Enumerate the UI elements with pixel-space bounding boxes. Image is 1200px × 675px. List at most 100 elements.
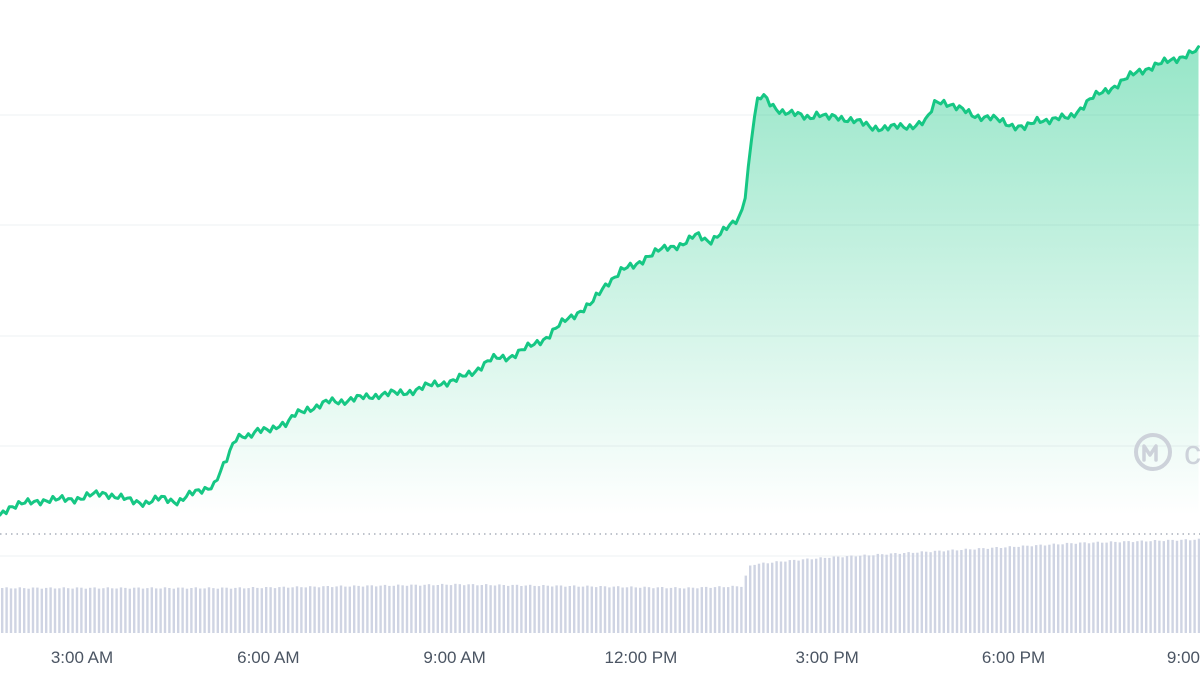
volume-bar xyxy=(146,588,149,633)
volume-bar xyxy=(507,585,510,633)
volume-bar xyxy=(194,587,197,633)
volume-bar xyxy=(181,587,184,633)
volume-bar xyxy=(1013,546,1016,633)
volume-bars xyxy=(1,538,1200,633)
volume-bar xyxy=(938,550,941,633)
volume-bar xyxy=(713,587,717,633)
volume-bar xyxy=(313,586,316,633)
volume-bar xyxy=(634,587,637,633)
volume-bar xyxy=(867,555,871,633)
volume-bar xyxy=(322,586,325,633)
x-tick-label: 6:00 AM xyxy=(237,648,299,667)
volume-bar xyxy=(155,588,158,633)
volume-bar xyxy=(498,584,501,633)
volume-bar xyxy=(709,587,712,633)
volume-bar xyxy=(744,575,747,633)
price-line-group xyxy=(0,45,1200,517)
volume-bar xyxy=(419,585,422,633)
volume-bar xyxy=(995,547,998,633)
volume-bar xyxy=(1004,547,1007,633)
volume-bar xyxy=(423,584,426,633)
volume-bar xyxy=(863,554,866,633)
volume-bar xyxy=(432,585,435,633)
volume-bar xyxy=(133,587,136,633)
volume-bar xyxy=(225,587,228,633)
volume-bar xyxy=(542,585,545,633)
watermark: c xyxy=(1134,433,1200,472)
volume-bar xyxy=(705,586,708,633)
volume-bar xyxy=(203,588,206,633)
volume-bar xyxy=(1153,540,1157,633)
volume-bar xyxy=(1123,541,1126,633)
price-line xyxy=(0,45,1200,517)
volume-bar xyxy=(529,584,532,633)
volume-bar xyxy=(832,556,835,633)
volume-bar xyxy=(229,588,233,633)
volume-bar xyxy=(480,585,483,633)
volume-bar xyxy=(401,585,404,633)
volume-bar xyxy=(599,586,602,633)
volume-bar xyxy=(221,587,224,633)
volume-bar xyxy=(969,549,972,633)
volume-bar xyxy=(141,588,145,633)
volume-bar xyxy=(163,587,167,633)
volume-bar xyxy=(1193,539,1196,633)
volume-bar xyxy=(463,585,466,633)
volume-bar xyxy=(1039,544,1042,633)
volume-bar xyxy=(471,584,475,633)
volume-bar xyxy=(172,588,175,633)
volume-bar xyxy=(1118,542,1121,633)
volume-bar xyxy=(960,550,963,633)
volume-bar xyxy=(815,558,818,633)
volume-bar xyxy=(1057,544,1060,633)
volume-bar xyxy=(331,587,334,633)
volume-bar xyxy=(436,585,439,633)
volume-bar xyxy=(559,585,563,633)
volume-bar xyxy=(947,550,950,633)
volume-bar xyxy=(150,587,153,633)
volume-bar xyxy=(317,587,321,633)
volume-bar xyxy=(555,585,558,633)
volume-bar xyxy=(212,588,215,633)
volume-bar xyxy=(1008,546,1011,633)
volume-bar xyxy=(511,584,514,633)
volume-bar xyxy=(168,588,171,633)
volume-bar xyxy=(665,588,668,633)
x-tick-label: 9:00 xyxy=(1167,648,1200,667)
volume-bar xyxy=(1065,542,1069,633)
volume-bar xyxy=(973,549,976,633)
volume-bar xyxy=(524,585,527,633)
volume-bar xyxy=(722,587,725,633)
volume-bar xyxy=(300,587,303,633)
volume-bar xyxy=(533,585,536,633)
volume-bar xyxy=(612,586,615,633)
volume-bar xyxy=(951,549,954,633)
volume-bar xyxy=(485,584,488,633)
volume-bar xyxy=(1171,539,1174,633)
volume-bar xyxy=(933,550,937,633)
volume-bar xyxy=(859,555,862,633)
volume-bar xyxy=(731,585,734,633)
volume-bar xyxy=(397,584,400,633)
volume-bar xyxy=(1083,542,1086,633)
volume-bar xyxy=(986,548,989,633)
volume-bar xyxy=(894,553,897,633)
volume-bar xyxy=(669,587,673,633)
volume-bar xyxy=(1052,543,1055,633)
volume-bar xyxy=(639,587,642,633)
x-axis: 3:00 AM 6:00 AM 9:00 AM 12:00 PM 3:00 PM 6:00… xyxy=(51,648,1200,667)
volume-bar xyxy=(326,586,329,633)
volume-bar xyxy=(392,585,395,633)
volume-bar xyxy=(515,584,519,633)
volume-bar xyxy=(1127,541,1130,633)
volume-bar xyxy=(177,587,180,633)
volume-bar xyxy=(898,553,901,633)
volume-bar xyxy=(590,586,593,633)
volume-bar xyxy=(238,587,241,633)
volume-bar xyxy=(841,557,844,633)
volume-bar xyxy=(1092,542,1095,633)
volume-bar xyxy=(757,563,761,633)
volume-bar xyxy=(551,586,554,633)
volume-bar xyxy=(14,588,17,633)
volume-bar xyxy=(916,552,919,633)
